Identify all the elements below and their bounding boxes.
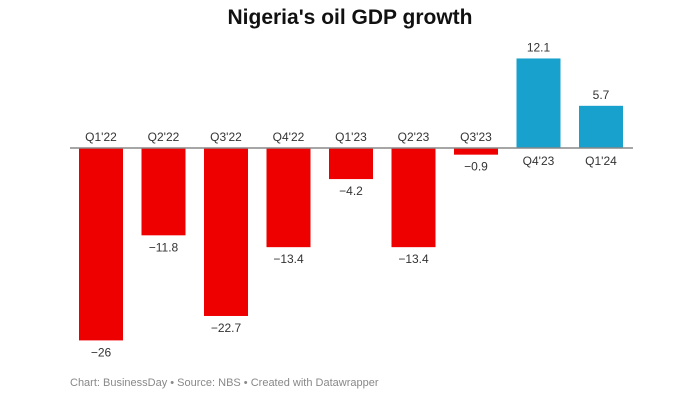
bar-2 <box>204 148 248 316</box>
bar-6 <box>454 148 498 155</box>
bar-0 <box>79 148 123 341</box>
category-label: Q4'22 <box>273 130 305 144</box>
bar-1 <box>141 148 186 236</box>
bar-5 <box>391 148 436 248</box>
category-label: Q2'22 <box>148 130 180 144</box>
category-label: Q1'23 <box>335 130 367 144</box>
value-label: 12.1 <box>527 40 551 54</box>
category-label: Q3'23 <box>460 130 492 144</box>
category-label: Q4'23 <box>523 154 555 168</box>
chart-title: Nigeria's oil GDP growth <box>227 6 473 29</box>
category-label: Q2'23 <box>398 130 430 144</box>
value-label: −0.9 <box>464 160 488 174</box>
chart-footer: Chart: BusinessDay • Source: NBS • Creat… <box>70 377 379 389</box>
bar-3 <box>266 148 311 248</box>
value-label: −13.4 <box>398 252 429 266</box>
value-label: −26 <box>91 345 112 359</box>
category-label: Q1'22 <box>85 130 117 144</box>
value-label: 5.7 <box>593 88 610 102</box>
value-label: −22.7 <box>211 321 242 335</box>
value-label: −11.8 <box>149 240 179 254</box>
value-label: −13.4 <box>273 252 304 266</box>
category-label: Q3'22 <box>210 130 242 144</box>
bar-4 <box>329 148 373 180</box>
bar-7 <box>516 58 561 148</box>
value-label: −4.2 <box>339 184 363 198</box>
category-label: Q1'24 <box>585 154 617 168</box>
bar-8 <box>579 105 623 148</box>
